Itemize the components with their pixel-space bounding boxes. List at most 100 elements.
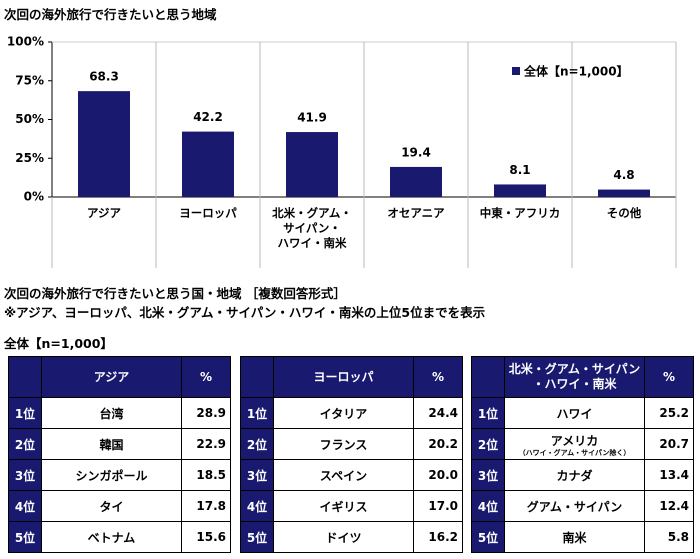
bar [182,131,234,197]
table-row: 4位 グアム・サイパン 12.4 [471,490,694,522]
rank-cell: 2位 [471,428,505,460]
header-cell [8,356,42,398]
name-text: 台湾 [99,406,124,421]
header-cell: % [644,356,694,398]
data-label: 8.1 [509,163,530,177]
data-label: 19.4 [401,145,431,159]
table-row: 1位 イタリア 24.4 [240,397,463,429]
rank-cell: 4位 [471,490,505,522]
value-cell: 20.7 [644,428,694,460]
chart-title: 次回の海外旅行で行きたいと思う地域 [4,7,217,22]
bar [286,132,338,197]
name-text: シンガポール [75,468,148,483]
name-cell: 台湾 [41,397,182,429]
header-cell [471,356,505,398]
name-text: スペイン [319,468,368,483]
rank-cell: 1位 [471,397,505,429]
name-text: タイ [99,499,124,514]
ranking-table: ヨーロッパ% 1位 イタリア 24.4 2位 フランス 20.2 3位 スペイン 20.0 4位 イギ… [240,356,463,553]
name-cell: ハワイ [504,397,645,429]
value-cell: 13.4 [644,459,694,491]
header-cell [240,356,274,398]
rank-cell: 4位 [8,490,42,522]
name-text: グアム・サイパン [526,499,623,514]
sample-label: 全体【n=1,000】 [4,336,113,351]
x-tick-label: ヨーロッパ [179,206,237,220]
name-cell: イギリス [273,490,414,522]
x-tick-label: 中東・アフリカ [479,206,561,220]
value-cell: 20.2 [413,428,463,460]
table-row: 5位 ベトナム 15.6 [8,521,231,553]
table-row: 2位 フランス 20.2 [240,428,463,460]
y-tick-label: 75% [15,73,44,87]
name-cell: 南米 [504,521,645,553]
data-label: 68.3 [89,70,119,84]
header-row: ヨーロッパ% [240,356,463,398]
value-cell: 22.9 [181,428,231,460]
x-tick-label: 北米・グアム・ サイパン・ ハワイ・南米 [272,206,352,250]
header-cell: 北米・グアム・サイパン ・ハワイ・南米 [504,356,645,398]
value-cell: 16.2 [413,521,463,553]
legend-swatch [512,67,520,75]
value-cell: 12.4 [644,490,694,522]
name-cell: アメリカ （ハワイ・グアム・サイパン除く） [504,428,645,460]
value-cell: 20.0 [413,459,463,491]
data-label: 42.2 [193,110,223,124]
y-tick-label: 25% [15,151,44,165]
table-row: 1位 台湾 28.9 [8,397,231,429]
table-row: 3位 カナダ 13.4 [471,459,694,491]
name-cell: イタリア [273,397,414,429]
name-cell: ベトナム [41,521,182,553]
header-row: 北米・グアム・サイパン ・ハワイ・南米% [471,356,694,398]
rank-cell: 4位 [240,490,274,522]
y-tick-label: 0% [24,190,44,204]
x-tick-label: アジア [86,206,122,220]
name-cell: ドイツ [273,521,414,553]
table-row: 4位 イギリス 17.0 [240,490,463,522]
legend-label: 全体【n=1,000】 [523,64,629,79]
value-cell: 15.6 [181,521,231,553]
table-row: 4位 タイ 17.8 [8,490,231,522]
value-cell: 17.8 [181,490,231,522]
name-text: 韓国 [99,437,124,452]
name-cell: スペイン [273,459,414,491]
rank-cell: 1位 [240,397,274,429]
name-text: ハワイ [556,406,593,421]
value-cell: 17.0 [413,490,463,522]
rank-cell: 5位 [8,521,42,553]
value-cell: 18.5 [181,459,231,491]
value-cell: 25.2 [644,397,694,429]
name-text: ベトナム [87,530,136,545]
rank-cell: 3位 [471,459,505,491]
ranking-table: アジア% 1位 台湾 28.9 2位 韓国 22.9 3位 シンガポール 18.5 4位 タイ 17.8… [8,356,231,553]
section-title: 次回の海外旅行で行きたいと思う国・地域 ［複数回答形式］ [4,286,346,301]
rank-cell: 5位 [471,521,505,553]
header-cell: ヨーロッパ [273,356,414,398]
header-cell: % [181,356,231,398]
table-row: 3位 スペイン 20.0 [240,459,463,491]
x-tick-label: オセアニア [387,206,445,220]
x-tick-label: その他 [606,206,642,220]
bar [390,166,442,197]
ranking-table: 北米・グアム・サイパン ・ハワイ・南米% 1位 ハワイ 25.2 2位 アメリカ （ハワイ・… [471,356,694,553]
name-text: イタリア [319,406,368,421]
table-row: 2位 韓国 22.9 [8,428,231,460]
table-row: 5位 南米 5.8 [471,521,694,553]
name-text: アメリカ [550,433,599,448]
name-text: フランス [319,437,368,452]
bar [78,91,130,197]
bar [598,189,650,197]
y-tick-label: 100% [7,35,44,49]
rank-cell: 3位 [8,459,42,491]
header-cell: % [413,356,463,398]
value-cell: 24.4 [413,397,463,429]
name-text: 南米 [562,530,587,545]
value-cell: 28.9 [181,397,231,429]
table-row: 2位 アメリカ （ハワイ・グアム・サイパン除く） 20.7 [471,428,694,460]
table-row: 3位 シンガポール 18.5 [8,459,231,491]
name-cell: 韓国 [41,428,182,460]
rank-cell: 2位 [8,428,42,460]
data-label: 4.8 [613,168,634,182]
